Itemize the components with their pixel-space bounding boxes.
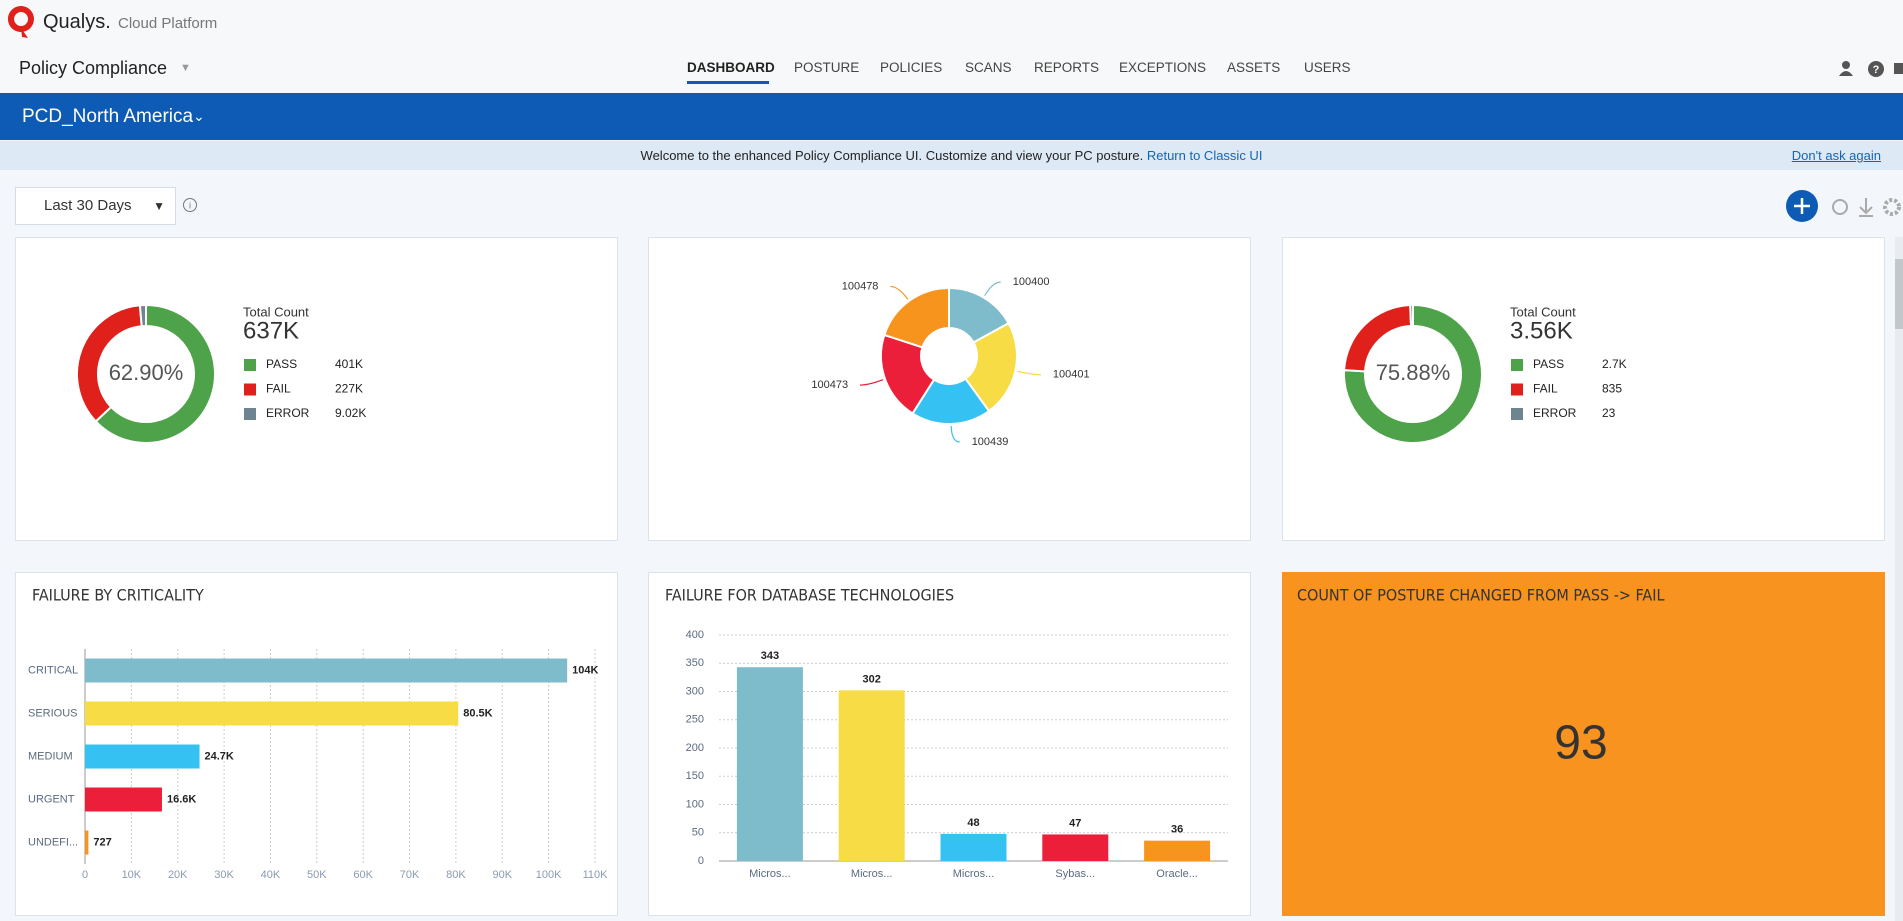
toolbar-icons	[1786, 190, 1901, 222]
dashboard-name[interactable]: PCD_North America	[22, 106, 194, 127]
info-icon[interactable]: i	[182, 197, 200, 215]
nav-item[interactable]: REPORTS	[1034, 60, 1100, 75]
nav-item[interactable]: POSTURE	[794, 60, 860, 75]
nav-item[interactable]: DASHBOARD	[687, 60, 775, 75]
panel	[1282, 572, 1885, 916]
nav-item[interactable]: EXCEPTIONS	[1119, 60, 1207, 75]
nav-item[interactable]: USERS	[1304, 60, 1351, 75]
date-range: Last 30 Days	[44, 197, 132, 214]
banner-message: Welcome to the enhanced Policy Complianc…	[640, 148, 1144, 163]
dismiss-link[interactable]: Don't ask again	[1791, 148, 1881, 163]
panel	[15, 237, 618, 541]
date-dropdown[interactable]: Last 30 Days ▼	[15, 187, 176, 225]
app-name[interactable]: Policy Compliance	[19, 58, 168, 78]
scrollbar	[1895, 237, 1903, 921]
svg-text:i: i	[189, 200, 191, 210]
banner: Welcome to the enhanced Policy Complianc…	[0, 141, 1903, 170]
nav-underline	[687, 81, 769, 84]
brand: Qualys.	[43, 11, 111, 33]
top-bar: Qualys. Cloud Platform Policy Compliance…	[0, 0, 1903, 92]
logo	[7, 6, 34, 38]
panel	[1282, 237, 1885, 541]
panel	[15, 572, 618, 916]
nav-item[interactable]: POLICIES	[880, 60, 943, 75]
product: Cloud Platform	[118, 15, 218, 32]
dashboard-bar: PCD_North America ⌄	[0, 93, 1903, 140]
panel	[648, 572, 1251, 916]
nav-item[interactable]: SCANS	[965, 60, 1012, 75]
header-icons: ?	[1839, 61, 1903, 77]
panel	[648, 237, 1251, 541]
nav-item[interactable]: ASSETS	[1227, 60, 1281, 75]
svg-text:?: ?	[1873, 64, 1880, 76]
classic-link[interactable]: Return to Classic UI	[1146, 148, 1263, 163]
dashboard-dropdown[interactable]: ⌄	[193, 108, 205, 124]
app-dropdown[interactable]: ▼	[180, 62, 191, 74]
